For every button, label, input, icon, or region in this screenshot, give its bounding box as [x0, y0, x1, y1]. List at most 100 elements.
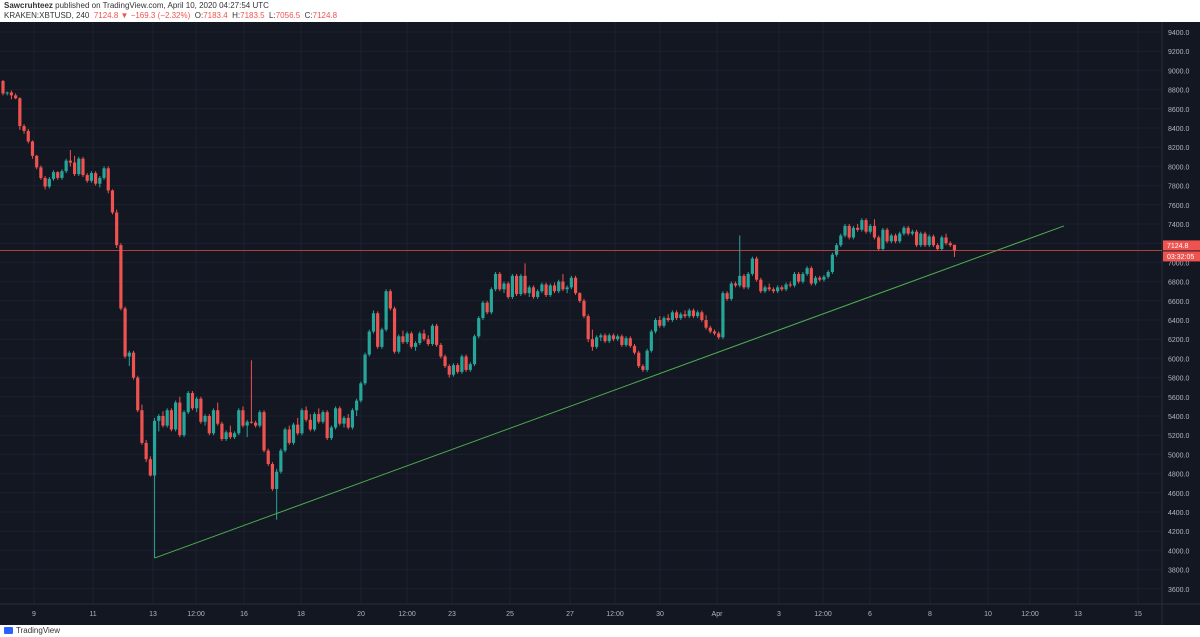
candle [830, 252, 834, 274]
price-tick-label: 5000.0 [1168, 452, 1190, 459]
candle [510, 273, 515, 299]
candle-body [81, 158, 85, 176]
candle-body [485, 302, 489, 313]
price-tick-label: 5400.0 [1168, 414, 1190, 421]
candle [270, 462, 275, 491]
candle [397, 334, 401, 354]
candle-body [392, 308, 397, 352]
candle [144, 440, 148, 463]
candle-body [780, 287, 784, 290]
candle [346, 414, 350, 430]
candle-body [140, 410, 144, 443]
candle-body [131, 352, 136, 378]
author-name[interactable]: Sawcruhteez [4, 1, 53, 10]
candle-body [477, 318, 481, 337]
candle [481, 300, 485, 320]
candle-body [860, 220, 864, 230]
price-tick-label: 4200.0 [1168, 529, 1190, 536]
candle [430, 323, 435, 346]
price-tick-label: 5200.0 [1168, 433, 1190, 440]
price-tick-label: 7600.0 [1168, 203, 1190, 210]
time-tick-label: 27 [566, 611, 574, 618]
chart-area[interactable]: 9400.0 9200.0 9000.0 8800.0 8600.0 8400.0 8200… [0, 22, 1200, 625]
time-tick-label: 9 [32, 611, 36, 618]
candle-body [519, 275, 523, 295]
time-tick-label: 3 [777, 611, 781, 618]
candle [565, 285, 569, 294]
candle [813, 275, 818, 286]
candle-body [742, 275, 746, 288]
candle-body [300, 410, 304, 434]
candle [249, 360, 253, 424]
candle-body [750, 258, 754, 274]
candle-body [586, 316, 590, 340]
down-arrow-icon: ▼ [120, 11, 129, 20]
candle [195, 396, 199, 413]
candle-body [738, 275, 742, 286]
candle-body [893, 235, 898, 242]
candle [582, 298, 586, 319]
candle-body [60, 171, 64, 178]
high-label: H: [232, 11, 241, 20]
candle-body [203, 416, 207, 422]
candle-body [599, 335, 603, 338]
candle-body [216, 410, 220, 424]
candle [329, 425, 333, 440]
candle-body [801, 273, 805, 282]
price-tick-label: 6600.0 [1168, 299, 1190, 306]
candle [708, 325, 712, 334]
candle-body [712, 331, 717, 334]
candle-body [498, 273, 502, 290]
candle-body [696, 312, 700, 317]
candle-body [809, 268, 813, 284]
candle-body [632, 345, 637, 353]
price-axis[interactable]: 9400.0 9200.0 9000.0 8800.0 8600.0 8400.0 8200… [1168, 30, 1190, 594]
candle [89, 171, 94, 183]
candle-body [776, 287, 780, 292]
candle [948, 241, 952, 248]
candle [182, 410, 186, 438]
candle [115, 209, 119, 248]
candle-body [207, 416, 211, 434]
candle [637, 350, 641, 368]
candle-body [481, 302, 485, 319]
candle-body [279, 450, 283, 472]
candle-body [195, 398, 199, 409]
candle [94, 171, 98, 186]
candle [683, 310, 687, 319]
candle [51, 170, 56, 181]
candle [388, 289, 392, 311]
candle-body [797, 273, 801, 282]
candle-body [843, 225, 847, 236]
candle [468, 362, 472, 372]
tradingview-logo[interactable]: TradingView [4, 626, 60, 635]
candle-body [885, 229, 889, 242]
candle-body [531, 287, 536, 297]
candle [228, 425, 232, 440]
candle-body [237, 410, 241, 434]
close-value: 7124.8 [312, 11, 338, 20]
candle-body [856, 227, 860, 230]
candle-body [317, 414, 321, 422]
candle-body [919, 233, 923, 246]
candle [868, 224, 872, 234]
candle-body [443, 356, 447, 367]
candle-body [666, 318, 670, 320]
candle [687, 308, 691, 319]
candle-body [89, 173, 94, 181]
candle-body [557, 281, 561, 292]
candle-body [936, 245, 940, 249]
candle-body [948, 243, 952, 246]
candle [127, 350, 131, 367]
candle [456, 363, 460, 374]
candle-body [30, 141, 35, 156]
candle-body [367, 331, 371, 355]
candle [5, 91, 9, 96]
time-axis[interactable]: 9 11 13 12:00 16 18 20 12:00 23 25 27 12:00 30 Apr 3 12… [32, 611, 1142, 618]
candle [877, 235, 881, 251]
price-chart[interactable]: 9400.09200.09000.08800.08600.08400.08200… [0, 22, 1200, 625]
candle-body [56, 172, 60, 178]
candle [405, 331, 409, 344]
candle-body [371, 313, 376, 332]
candle [902, 225, 906, 236]
